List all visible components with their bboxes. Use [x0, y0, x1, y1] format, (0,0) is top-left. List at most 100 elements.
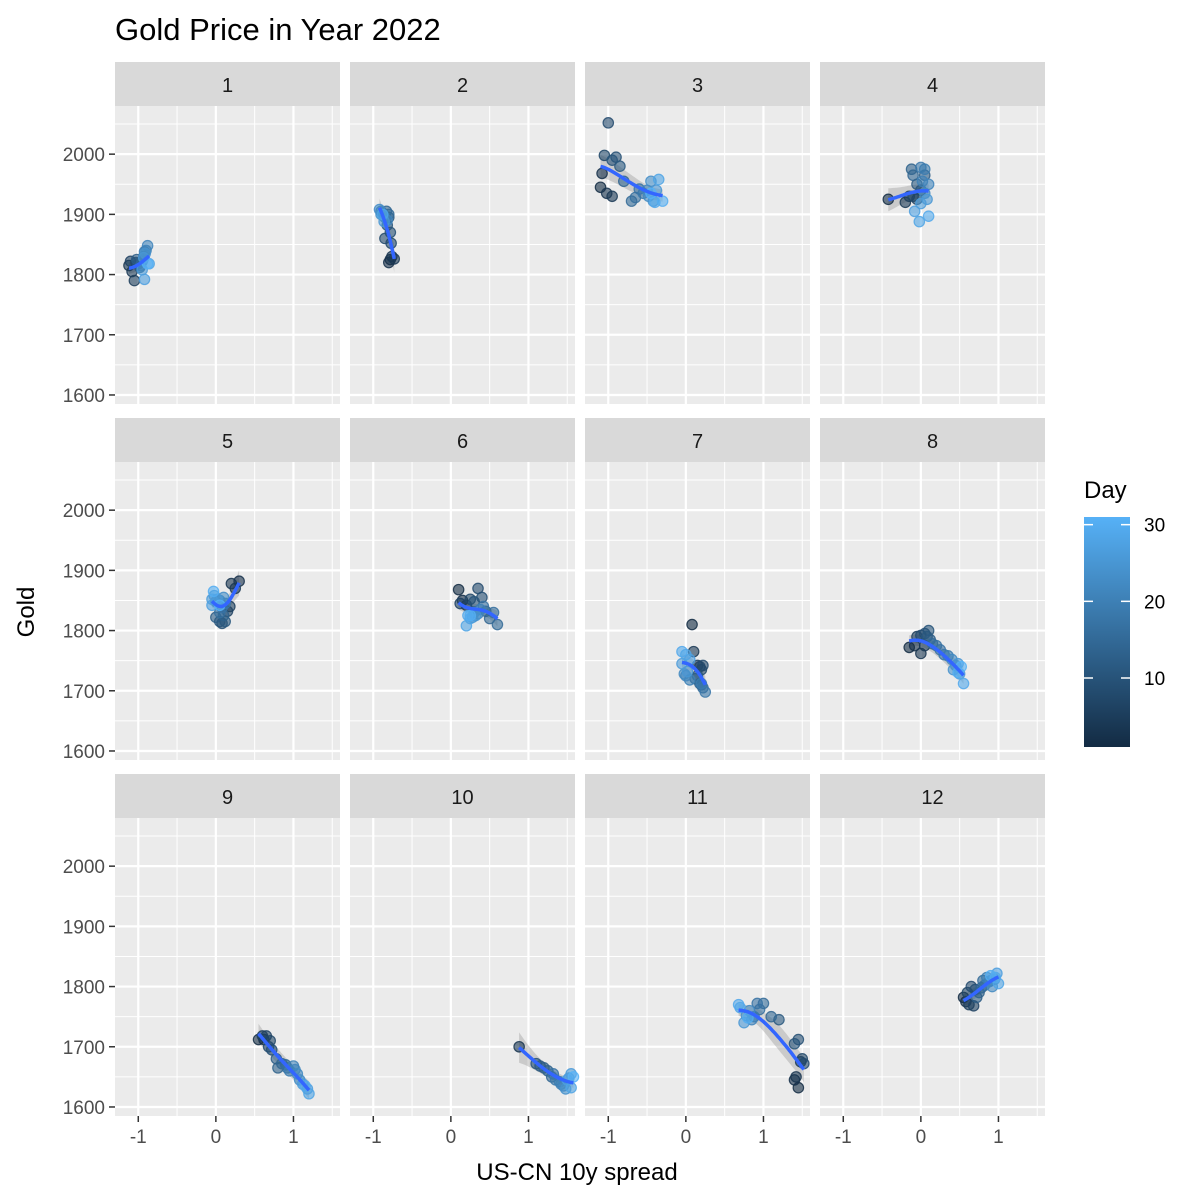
data-point	[676, 645, 688, 658]
y-tick-label: 2000	[63, 145, 105, 166]
x-tick-label: 0	[211, 1127, 222, 1148]
legend-tick-label: 20	[1144, 592, 1165, 613]
panel-background	[820, 106, 1045, 404]
facet-strip	[585, 62, 810, 106]
y-tick-label: 1900	[63, 917, 105, 938]
legend-ticks: 10 20 30	[1084, 516, 1165, 690]
data-point	[207, 585, 220, 598]
data-point	[452, 583, 465, 596]
facet-panel-9: 9 1600 1700 1800 1900 2000 -1 0 1	[63, 774, 340, 1148]
facet-strip-label: 8	[927, 431, 938, 453]
facet-strip	[820, 774, 1045, 818]
data-point	[460, 619, 473, 632]
data-point	[957, 677, 970, 690]
facet-strip-label: 11	[687, 787, 708, 809]
x-tick-label: -1	[835, 1127, 852, 1148]
x-tick-label: 0	[446, 1127, 457, 1148]
facet-strip	[350, 418, 575, 462]
smooth-line	[210, 582, 241, 609]
panel-background	[585, 818, 810, 1116]
panel-background	[115, 106, 340, 404]
data-point	[790, 1071, 802, 1083]
smooth-line	[887, 189, 930, 202]
y-tick-label: 2000	[63, 501, 105, 522]
smooth-line	[600, 164, 663, 198]
data-point	[138, 273, 151, 286]
facet-strip	[115, 774, 340, 818]
y-tick-label: 1800	[63, 622, 105, 643]
smooth-line	[377, 206, 396, 260]
facet-panel-1: 1 1600 1700 1800 1900 2000	[63, 62, 340, 407]
facet-strip	[585, 774, 810, 818]
facet-strip	[115, 62, 340, 106]
facet-panel-3: 3	[585, 62, 810, 404]
y-tick-label: 1700	[63, 326, 105, 347]
y-tick-label: 1900	[63, 205, 105, 226]
y-tick-label: 1600	[63, 386, 105, 407]
smooth-line	[962, 975, 1000, 1003]
y-tick-label: 1900	[63, 561, 105, 582]
x-axis-label: US-CN 10y spread	[476, 1159, 677, 1186]
y-tick-label: 1800	[63, 266, 105, 287]
facet-strip-label: 12	[921, 787, 943, 809]
data-point	[915, 197, 927, 210]
data-point	[686, 618, 698, 631]
panel-background	[585, 462, 810, 760]
smooth-line	[257, 1032, 311, 1092]
facet-strip	[350, 62, 575, 106]
chart-title: Gold Price in Year 2022	[115, 12, 441, 47]
data-point	[908, 205, 921, 218]
facet-panel-11: 11 -1 0 1	[585, 774, 810, 1148]
legend-colorbar	[1084, 517, 1130, 747]
data-point	[614, 160, 626, 173]
facet-strip-label: 10	[451, 787, 473, 809]
color-legend: Day 10 20 30	[1084, 477, 1165, 747]
facet-panel-4: 4	[820, 62, 1045, 404]
panel-background	[350, 462, 575, 760]
y-tick-label: 1600	[63, 1098, 105, 1119]
facet-strip-label: 4	[927, 75, 938, 97]
data-point	[606, 190, 618, 203]
panel-background	[350, 106, 575, 404]
data-point	[681, 665, 694, 678]
x-tick-label: -1	[365, 1127, 382, 1148]
data-point	[602, 117, 615, 129]
facet-strip-label: 2	[457, 75, 468, 97]
smooth-line	[680, 660, 707, 686]
facet-strip-label: 5	[222, 431, 233, 453]
facet-panel-12: 12 -1 0 1	[820, 774, 1045, 1148]
y-tick-label: 1800	[63, 978, 105, 999]
data-point	[491, 618, 504, 631]
facet-strip	[820, 62, 1045, 106]
data-point	[918, 163, 931, 176]
facet-strip-label: 1	[222, 75, 233, 97]
confidence-band	[519, 1032, 574, 1088]
smooth-line	[738, 1008, 806, 1071]
smooth-line	[457, 601, 499, 621]
facet-strip-label: 6	[457, 431, 468, 453]
panel-background	[820, 818, 1045, 1116]
data-point	[464, 609, 477, 622]
y-tick-label: 1600	[63, 742, 105, 763]
facet-strip-label: 3	[692, 75, 703, 97]
x-tick-label: 1	[993, 1127, 1004, 1148]
data-point	[922, 210, 935, 222]
data-point	[128, 274, 141, 287]
x-tick-label: -1	[130, 1127, 147, 1148]
smooth-line	[517, 1046, 574, 1085]
legend-title: Day	[1084, 477, 1127, 504]
x-tick-label: 1	[288, 1127, 299, 1148]
data-point	[732, 998, 745, 1011]
facet-panel-5: 5 1600 1700 1800 1900 2000	[63, 418, 340, 763]
facet-panel-8: 8	[820, 418, 1045, 760]
x-tick-label: -1	[600, 1127, 617, 1148]
panel-background	[585, 106, 810, 404]
facet-strip	[820, 418, 1045, 462]
x-tick-label: 0	[916, 1127, 927, 1148]
data-point	[788, 1037, 801, 1050]
x-tick-label: 0	[681, 1127, 692, 1148]
legend-tick-label: 10	[1144, 669, 1165, 690]
data-point	[697, 659, 709, 672]
